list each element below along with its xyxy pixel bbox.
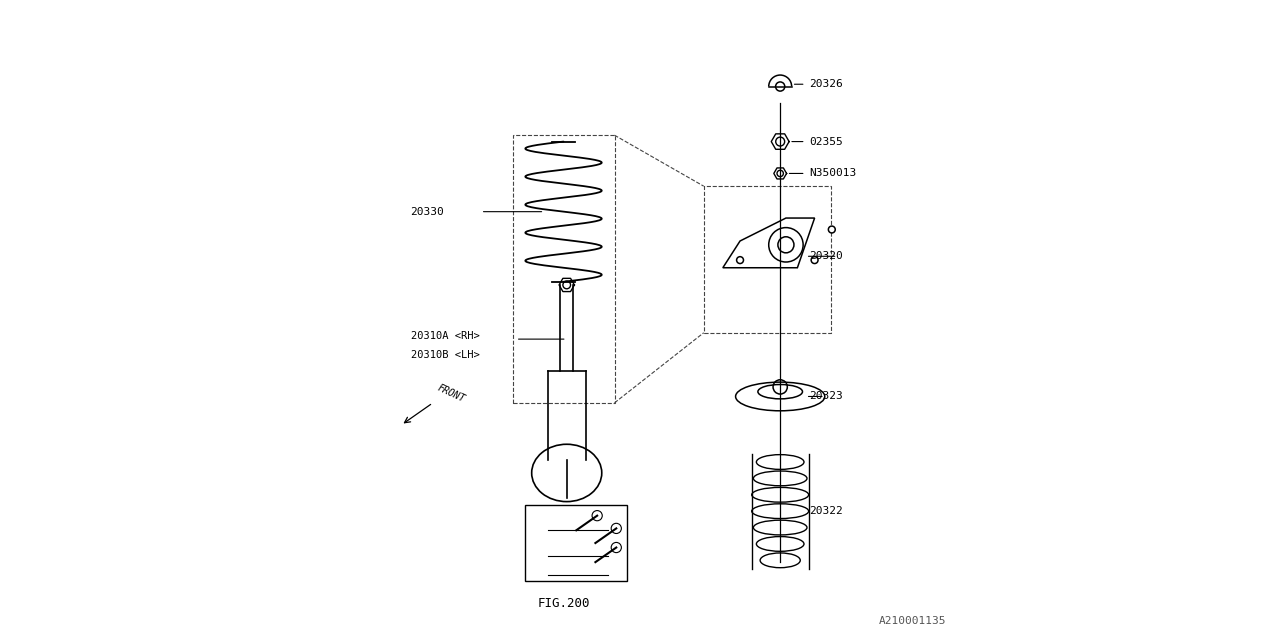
Bar <box>512 135 614 403</box>
Text: N350013: N350013 <box>809 168 856 179</box>
Text: 20330: 20330 <box>411 207 444 217</box>
Bar <box>525 505 627 581</box>
Text: A210001135: A210001135 <box>878 616 946 626</box>
Text: 20310A <RH>: 20310A <RH> <box>411 331 479 341</box>
Text: 20326: 20326 <box>809 79 842 89</box>
Text: FIG.200: FIG.200 <box>538 597 590 610</box>
Bar <box>704 186 831 333</box>
Text: FRONT: FRONT <box>436 383 467 404</box>
Circle shape <box>812 257 818 264</box>
Circle shape <box>736 257 744 264</box>
Circle shape <box>828 226 836 233</box>
Text: 20323: 20323 <box>809 392 842 401</box>
Text: 20322: 20322 <box>809 506 842 516</box>
Text: 20320: 20320 <box>809 252 842 261</box>
Text: 20310B <LH>: 20310B <LH> <box>411 350 479 360</box>
Text: 02355: 02355 <box>809 136 842 147</box>
